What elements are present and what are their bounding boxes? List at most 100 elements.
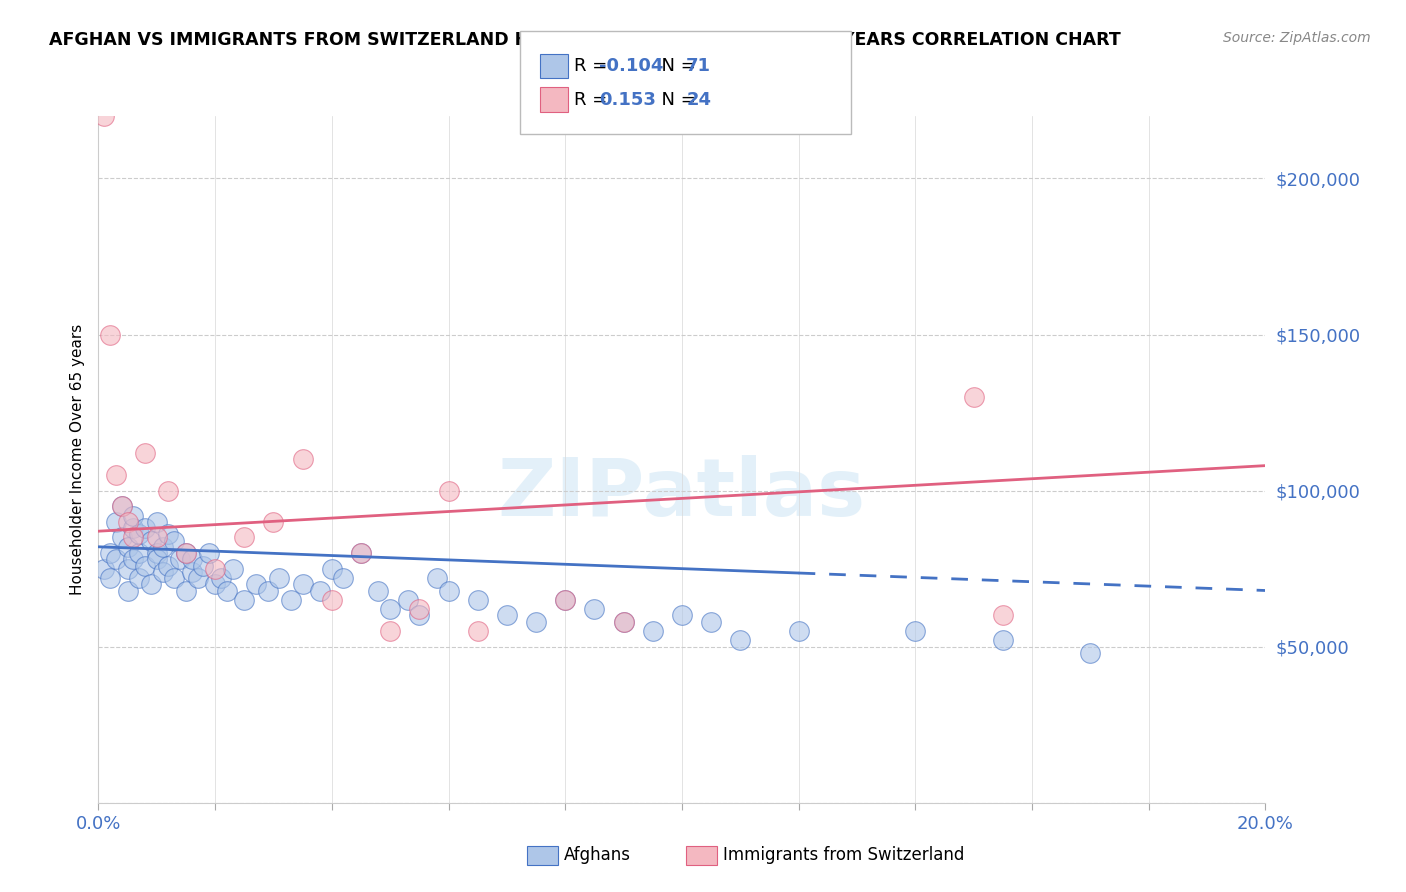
Point bbox=[104, 552, 127, 566]
Point bbox=[134, 558, 156, 573]
Point bbox=[437, 583, 460, 598]
Point bbox=[98, 546, 121, 560]
Point bbox=[554, 592, 576, 607]
Text: ZIPatlas: ZIPatlas bbox=[498, 455, 866, 533]
Point bbox=[193, 558, 215, 573]
Point bbox=[146, 546, 169, 560]
Point bbox=[163, 571, 186, 585]
Point bbox=[321, 562, 343, 576]
Point bbox=[139, 577, 162, 591]
Point bbox=[350, 546, 373, 560]
Point bbox=[215, 583, 238, 598]
Text: 24: 24 bbox=[686, 91, 711, 109]
Point bbox=[111, 500, 134, 514]
Point bbox=[496, 608, 519, 623]
Point bbox=[98, 571, 121, 585]
Point bbox=[93, 109, 115, 123]
Text: Source: ZipAtlas.com: Source: ZipAtlas.com bbox=[1223, 31, 1371, 45]
Text: AFGHAN VS IMMIGRANTS FROM SWITZERLAND HOUSEHOLDER INCOME OVER 65 YEARS CORRELATI: AFGHAN VS IMMIGRANTS FROM SWITZERLAND HO… bbox=[49, 31, 1121, 49]
Point bbox=[524, 615, 547, 629]
Point bbox=[117, 583, 139, 598]
Point bbox=[104, 515, 127, 529]
Point bbox=[198, 546, 221, 560]
Point bbox=[991, 608, 1014, 623]
Point bbox=[367, 583, 389, 598]
Point bbox=[787, 624, 810, 639]
Point bbox=[152, 565, 174, 579]
Point bbox=[350, 546, 373, 560]
Text: N =: N = bbox=[650, 91, 702, 109]
Point bbox=[204, 562, 226, 576]
Point bbox=[209, 571, 232, 585]
Point bbox=[730, 633, 752, 648]
Point bbox=[321, 592, 343, 607]
Point bbox=[122, 552, 145, 566]
Point bbox=[174, 583, 197, 598]
Point bbox=[262, 515, 284, 529]
Point bbox=[700, 615, 723, 629]
Point bbox=[93, 562, 115, 576]
Point bbox=[117, 540, 139, 554]
Text: 0.153: 0.153 bbox=[599, 91, 655, 109]
Point bbox=[128, 546, 150, 560]
Point bbox=[122, 530, 145, 544]
Point bbox=[104, 467, 127, 482]
Point bbox=[204, 577, 226, 591]
Point bbox=[169, 552, 191, 566]
Point bbox=[467, 592, 489, 607]
Point bbox=[1080, 646, 1102, 660]
Point bbox=[157, 483, 180, 498]
Point bbox=[554, 592, 576, 607]
Point bbox=[98, 327, 121, 342]
Text: N =: N = bbox=[650, 57, 702, 75]
Point bbox=[174, 546, 197, 560]
Point bbox=[280, 592, 302, 607]
Point bbox=[111, 530, 134, 544]
Text: R =: R = bbox=[574, 91, 613, 109]
Text: R =: R = bbox=[574, 57, 613, 75]
Point bbox=[962, 390, 984, 404]
Point bbox=[408, 602, 430, 616]
Point bbox=[180, 552, 202, 566]
Point bbox=[380, 624, 402, 639]
Point bbox=[122, 521, 145, 535]
Text: -0.104: -0.104 bbox=[599, 57, 664, 75]
Point bbox=[991, 633, 1014, 648]
Point bbox=[408, 608, 430, 623]
Point bbox=[233, 530, 256, 544]
Point bbox=[583, 602, 606, 616]
Point bbox=[146, 515, 169, 529]
Point bbox=[157, 527, 180, 541]
Point bbox=[396, 592, 419, 607]
Point bbox=[437, 483, 460, 498]
Point bbox=[117, 515, 139, 529]
Point bbox=[221, 562, 243, 576]
Point bbox=[904, 624, 927, 639]
Point bbox=[146, 530, 169, 544]
Point bbox=[641, 624, 664, 639]
Point bbox=[111, 500, 134, 514]
Point bbox=[467, 624, 489, 639]
Point bbox=[291, 577, 314, 591]
Point bbox=[380, 602, 402, 616]
Point bbox=[157, 558, 180, 573]
Text: Afghans: Afghans bbox=[564, 847, 631, 864]
Point bbox=[256, 583, 278, 598]
Point bbox=[128, 527, 150, 541]
Point bbox=[612, 615, 634, 629]
Point bbox=[245, 577, 267, 591]
Point bbox=[233, 592, 256, 607]
Point bbox=[612, 615, 634, 629]
Y-axis label: Householder Income Over 65 years: Householder Income Over 65 years bbox=[69, 324, 84, 595]
Text: Immigrants from Switzerland: Immigrants from Switzerland bbox=[723, 847, 965, 864]
Point bbox=[671, 608, 693, 623]
Point bbox=[134, 521, 156, 535]
Point bbox=[180, 565, 202, 579]
Point bbox=[122, 508, 145, 523]
Point bbox=[187, 571, 209, 585]
Point bbox=[128, 571, 150, 585]
Point bbox=[117, 562, 139, 576]
Point bbox=[291, 452, 314, 467]
Point bbox=[426, 571, 449, 585]
Point bbox=[332, 571, 354, 585]
